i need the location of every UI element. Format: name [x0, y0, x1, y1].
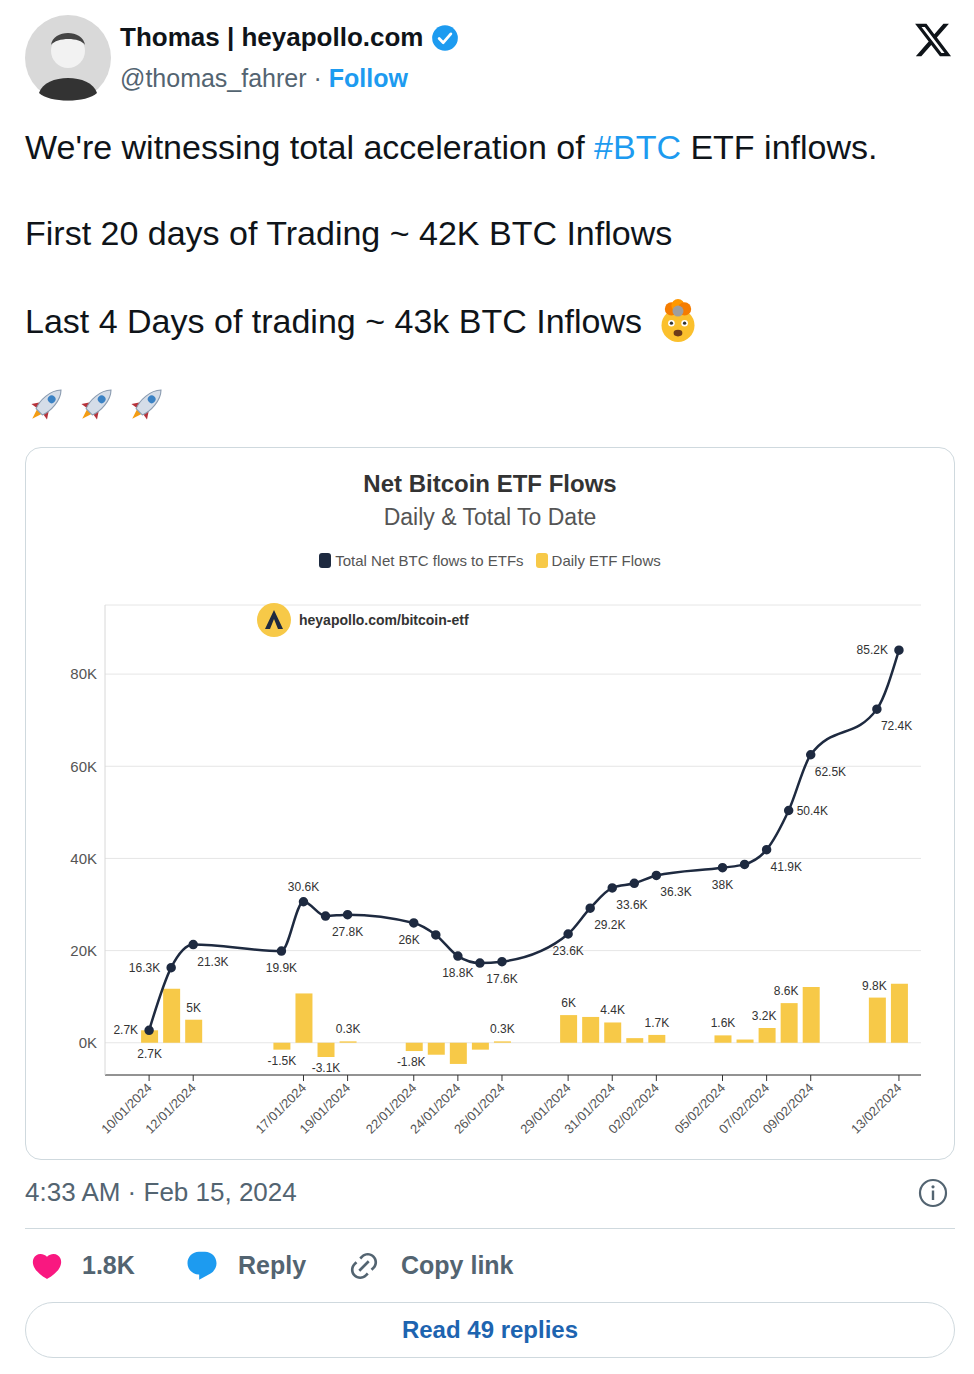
svg-text:62.5K: 62.5K	[815, 765, 846, 779]
svg-text:30.6K: 30.6K	[288, 880, 319, 894]
html-text:Net Bitcoin ETF Flows: Net Bitcoin ETF Flows	[363, 470, 617, 497]
svg-text:2.7K: 2.7K	[137, 1047, 162, 1061]
svg-text:19/01/2024: 19/01/2024	[297, 1080, 354, 1137]
svg-text:26K: 26K	[398, 933, 419, 947]
svg-text:23.6K: 23.6K	[552, 944, 583, 958]
svg-text:31/01/2024: 31/01/2024	[561, 1080, 618, 1137]
svg-text:22/01/2024: 22/01/2024	[362, 1080, 420, 1137]
svg-text:10/01/2024: 10/01/2024	[98, 1080, 155, 1137]
html-text:Daily ETF Flows: Daily ETF Flows	[551, 552, 661, 569]
html-text:Total Net BTC flows to ETFs: Total Net BTC flows to ETFs	[335, 552, 524, 569]
html-text:Read 49 replies: Read 49 replies	[401, 1316, 578, 1343]
svg-text:13/02/2024: 13/02/2024	[848, 1080, 905, 1137]
svg-text:27.8K: 27.8K	[332, 925, 363, 939]
html-text:First 20 days of Trading ~ 42K: First 20 days of Trading ~ 42K BTC Inflo…	[25, 214, 673, 252]
html-text:Daily & Total To Date: Daily & Total To Date	[383, 504, 597, 530]
svg-text:-3.1K: -3.1K	[312, 1061, 341, 1075]
html-text:We're witnessing total acceler: We're witnessing total acceleration of #…	[25, 128, 878, 166]
svg-text:05/02/2024: 05/02/2024	[671, 1080, 729, 1137]
svg-text:20K: 20K	[70, 942, 97, 959]
svg-text:26/01/2024: 26/01/2024	[451, 1080, 508, 1137]
svg-text:72.4K: 72.4K	[881, 719, 912, 733]
svg-text:29/01/2024: 29/01/2024	[517, 1080, 574, 1137]
svg-text:12/01/2024: 12/01/2024	[142, 1080, 199, 1137]
svg-text:9.8K: 9.8K	[862, 979, 887, 993]
svg-text:-1.8K: -1.8K	[397, 1055, 426, 1069]
svg-text:2.7K: 2.7K	[113, 1023, 138, 1037]
svg-text:18.8K: 18.8K	[442, 966, 473, 980]
svg-text:3.2K: 3.2K	[752, 1009, 777, 1023]
html-text:@thomas_fahrer · Follow: @thomas_fahrer · Follow	[120, 64, 408, 92]
svg-text:5K: 5K	[186, 1001, 201, 1015]
svg-text:17.6K: 17.6K	[486, 972, 517, 986]
svg-text:-1.5K: -1.5K	[268, 1054, 297, 1068]
svg-text:19.9K: 19.9K	[266, 961, 297, 975]
svg-text:41.9K: 41.9K	[771, 860, 802, 874]
svg-text:24/01/2024: 24/01/2024	[406, 1080, 464, 1137]
html-text:4:33 AM · Feb 15, 2024: 4:33 AM · Feb 15, 2024	[25, 1177, 297, 1207]
svg-text:33.6K: 33.6K	[616, 898, 647, 912]
svg-text:8.6K: 8.6K	[774, 984, 799, 998]
svg-text:0K: 0K	[79, 1034, 97, 1051]
svg-text:4.4K: 4.4K	[600, 1003, 625, 1017]
svg-text:1.7K: 1.7K	[644, 1016, 669, 1030]
svg-text:80K: 80K	[70, 665, 97, 682]
html-text:1.8K: 1.8K	[82, 1251, 135, 1279]
svg-text:0.3K: 0.3K	[490, 1022, 515, 1036]
svg-text:17/01/2024: 17/01/2024	[252, 1080, 310, 1137]
svg-text:29.2K: 29.2K	[594, 918, 625, 932]
svg-text:1.6K: 1.6K	[711, 1016, 736, 1030]
svg-text:21.3K: 21.3K	[197, 955, 228, 969]
html-text:Thomas | heyapollo.com: Thomas | heyapollo.com	[120, 22, 424, 52]
svg-text:38K: 38K	[712, 878, 733, 892]
svg-text:02/02/2024: 02/02/2024	[605, 1080, 662, 1137]
html-text:heyapollo.com/bitcoin-etf: heyapollo.com/bitcoin-etf	[299, 612, 469, 628]
html-text:Copy link: Copy link	[401, 1251, 514, 1279]
svg-text:6K: 6K	[561, 996, 576, 1010]
svg-text:36.3K: 36.3K	[660, 885, 691, 899]
svg-text:40K: 40K	[70, 850, 97, 867]
svg-text:07/02/2024: 07/02/2024	[715, 1080, 773, 1137]
html-text:Reply: Reply	[238, 1251, 307, 1279]
svg-text:09/02/2024: 09/02/2024	[760, 1080, 817, 1137]
html-text:Last 4 Days of trading ~ 43k B: Last 4 Days of trading ~ 43k BTC Inflows	[25, 302, 642, 340]
svg-text:0.3K: 0.3K	[336, 1022, 361, 1036]
svg-text:50.4K: 50.4K	[797, 804, 828, 818]
svg-text:16.3K: 16.3K	[129, 961, 160, 975]
svg-text:60K: 60K	[70, 758, 97, 775]
svg-text:85.2K: 85.2K	[857, 643, 888, 657]
